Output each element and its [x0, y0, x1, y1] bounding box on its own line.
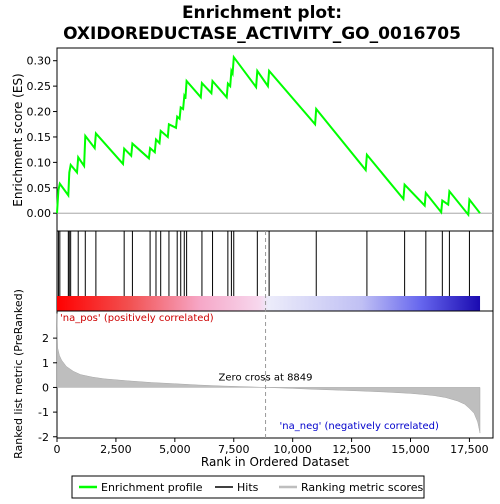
positive-correlation-label: 'na_pos' (positively correlated): [60, 313, 214, 324]
x-tick-label: 17,500: [450, 443, 489, 456]
enrichment-profile-line: [56, 54, 481, 218]
legend-box: [71, 475, 425, 499]
x-tick-label: 15,000: [391, 443, 430, 456]
metric-y-tick-label: 0: [42, 381, 49, 394]
metric-y-axis-label: Ranked list metric (PreRanked): [12, 289, 25, 459]
metric-y-tick-label: -2: [38, 431, 49, 444]
es-panel-frame: [56, 47, 494, 232]
es-y-tick-label: 0.25: [27, 80, 52, 93]
ranking-metric-area: [56, 313, 481, 434]
legend-hits-label: Hits: [237, 481, 259, 494]
metric-y-tick-label: 1: [42, 357, 49, 370]
es-y-tick-label: 0.10: [27, 156, 52, 169]
es-y-tick-label: 0.30: [27, 55, 52, 68]
metric-y-tick-label: -1: [38, 406, 49, 419]
es-y-tick-label: 0.00: [27, 207, 52, 220]
x-tick-label: 2,500: [100, 443, 132, 456]
legend-enrichment-profile-label: Enrichment profile: [101, 481, 203, 494]
x-tick-label: 5,000: [159, 443, 191, 456]
zero-cross-label: Zero cross at 8849: [219, 372, 313, 383]
es-y-tick-label: 0.05: [27, 182, 52, 195]
x-tick-label: 10,000: [273, 443, 312, 456]
rank-colorbar: [57, 296, 481, 311]
chart-title-line-2: OXIDOREDUCTASE_ACTIVITY_GO_0016705: [63, 24, 461, 44]
negative-correlation-label: 'na_neg' (negatively correlated): [280, 421, 439, 432]
chart-title-line-1: Enrichment plot:: [182, 3, 342, 23]
x-tick-label: 12,500: [332, 443, 371, 456]
es-y-tick-label: 0.20: [27, 106, 52, 119]
legend-ranking-metric-label: Ranking metric scores: [301, 481, 423, 494]
x-axis-label: Rank in Ordered Dataset: [201, 455, 349, 469]
x-tick-label: 0: [54, 443, 61, 456]
es-y-tick-label: 0.15: [27, 131, 52, 144]
x-tick-label: 7,500: [218, 443, 250, 456]
metric-y-tick-label: 2: [42, 332, 49, 345]
es-y-axis-label: Enrichment score (ES): [11, 73, 25, 206]
